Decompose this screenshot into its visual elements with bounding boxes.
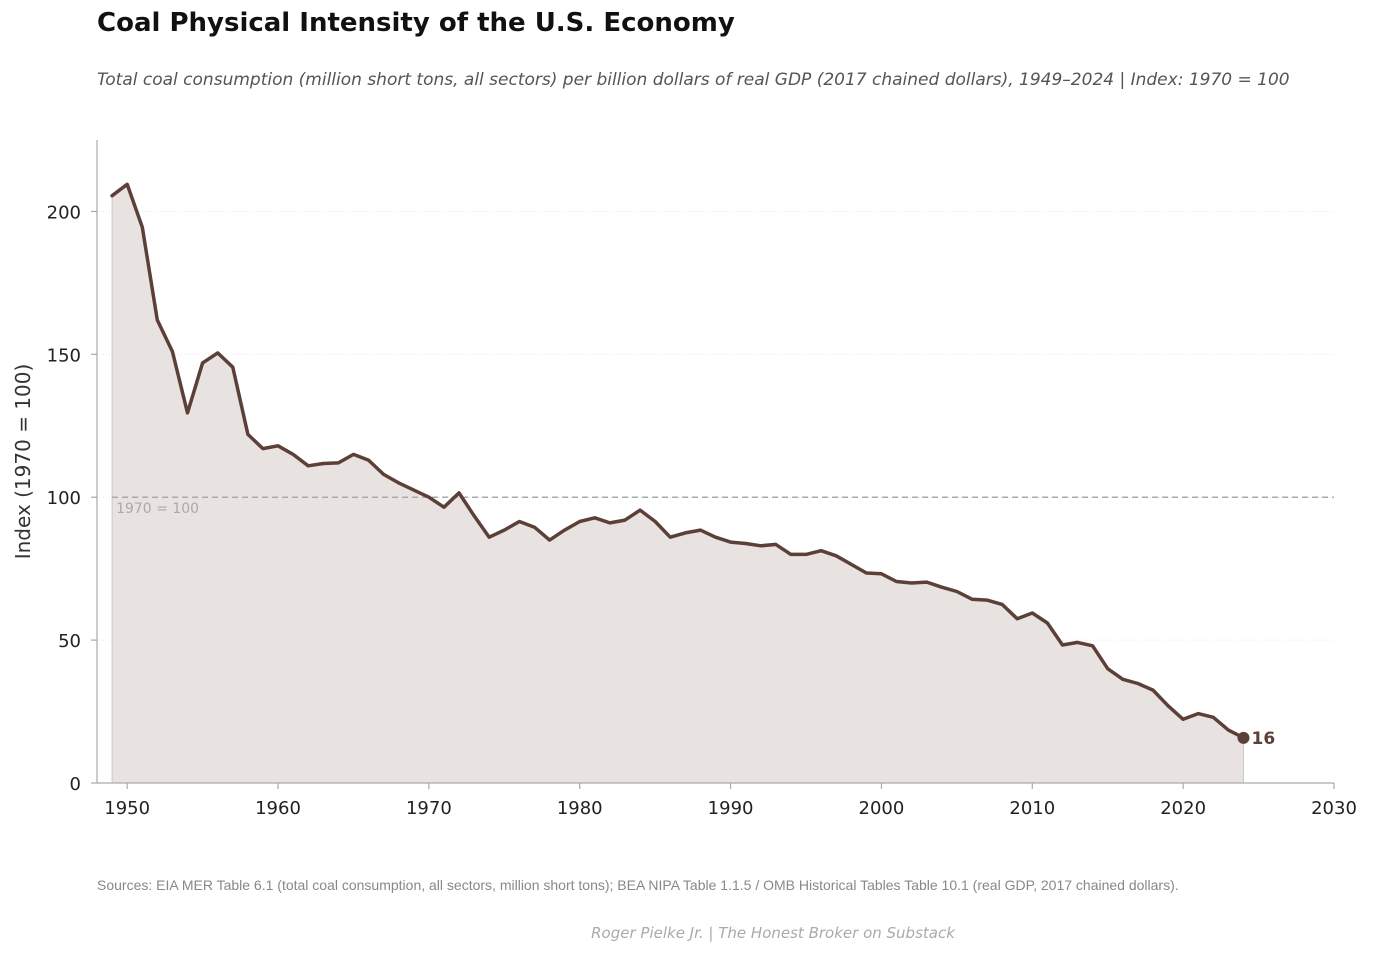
x-tick-label-1990: 1990: [708, 798, 754, 819]
x-tick-label-2020: 2020: [1160, 798, 1206, 819]
end-point-marker: [1237, 731, 1250, 744]
y-tick-label-50: 50: [58, 631, 81, 652]
y-tick-label-100: 100: [47, 488, 81, 509]
series-line: [110, 182, 1246, 740]
y-axis-ticks: 0 50 100 150 200: [47, 202, 97, 795]
chart-subtitle: Total coal consumption (million short to…: [97, 70, 1290, 90]
x-axis-ticks: 1950 1960 1970 1980 1990 2000 2010 2020 2030: [104, 783, 1357, 819]
x-tick-label-1980: 1980: [557, 798, 603, 819]
axes: [96, 140, 1334, 784]
end-point-label: 16: [1251, 729, 1275, 749]
chart-title: Coal Physical Intensity of the U.S. Econ…: [97, 8, 735, 38]
x-tick-label-2030: 2030: [1311, 798, 1357, 819]
y-axis-label: Index (1970 = 100): [11, 364, 35, 560]
credit-line: Roger Pielke Jr. | The Honest Broker on …: [591, 924, 955, 942]
x-tick-label-1960: 1960: [255, 798, 301, 819]
reference-line-label: 1970 = 100: [116, 501, 199, 517]
x-tick-label-2010: 2010: [1009, 798, 1055, 819]
area-fill: [111, 183, 1244, 784]
x-tick-label-2000: 2000: [859, 798, 905, 819]
y-tick-label-0: 0: [70, 774, 81, 795]
y-tick-label-200: 200: [47, 202, 81, 223]
y-tick-label-150: 150: [47, 345, 81, 366]
source-note: Sources: EIA MER Table 6.1 (total coal c…: [97, 877, 1179, 893]
x-tick-label-1950: 1950: [104, 798, 150, 819]
x-tick-label-1970: 1970: [406, 798, 452, 819]
